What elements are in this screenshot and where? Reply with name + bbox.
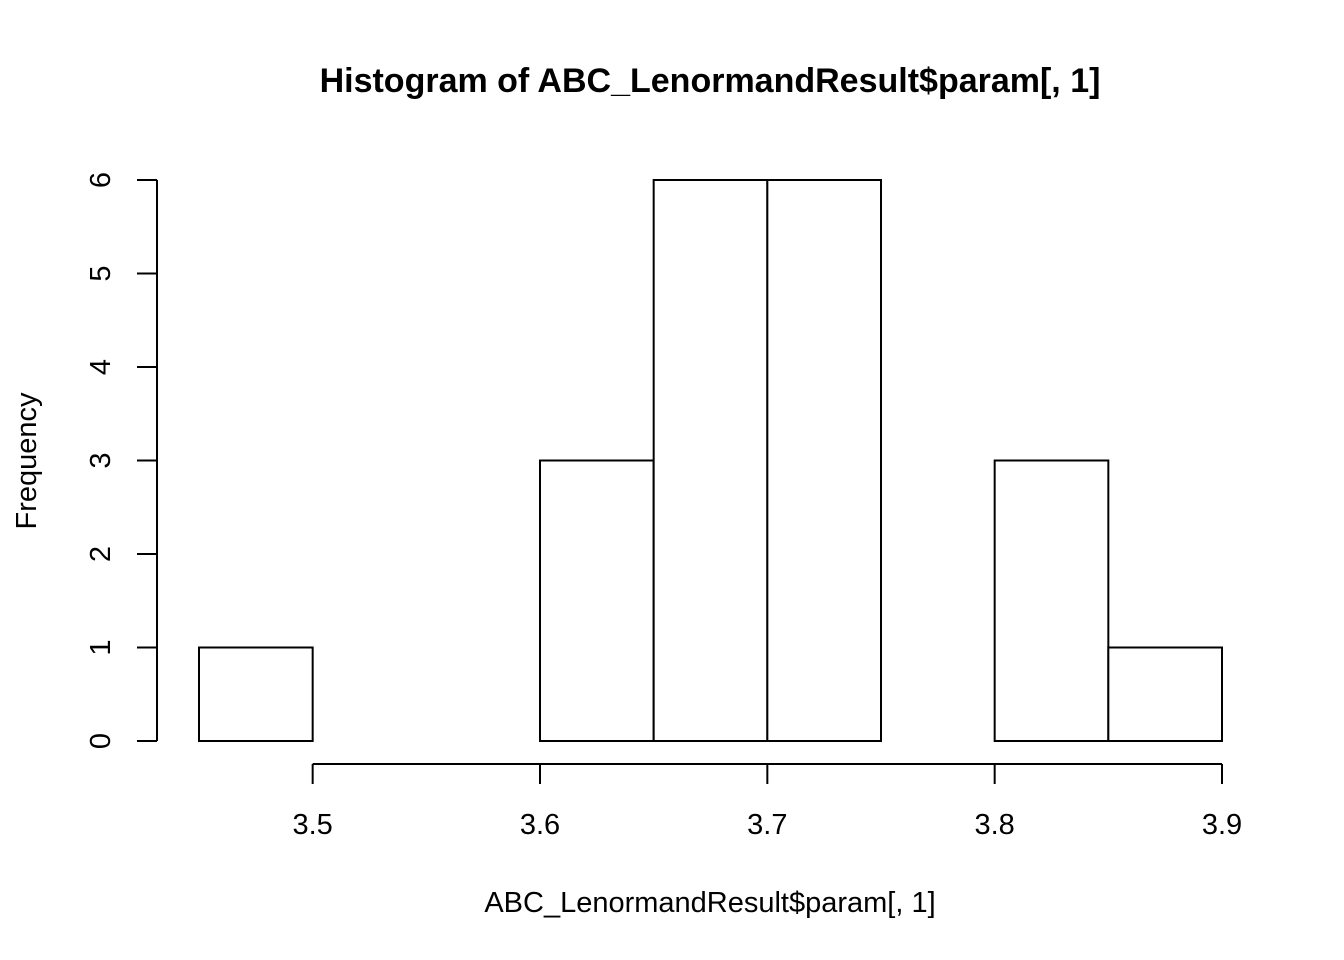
histogram-bar bbox=[993, 459, 1110, 742]
histogram-bar bbox=[766, 179, 882, 742]
y-tick-label: 6 bbox=[85, 172, 117, 188]
histogram-bar bbox=[539, 459, 655, 742]
chart-title: Histogram of ABC_LenormandResult$param[,… bbox=[320, 62, 1101, 100]
histogram-bar bbox=[652, 179, 769, 742]
histogram-bar bbox=[198, 646, 314, 742]
x-tick-label: 3.8 bbox=[975, 809, 1015, 841]
y-tick-label: 4 bbox=[85, 359, 117, 375]
x-tick-label: 3.5 bbox=[293, 809, 333, 841]
histogram-bars bbox=[198, 179, 1224, 742]
x-tick-label: 3.9 bbox=[1202, 809, 1242, 841]
x-axis: 3.5 3.6 3.7 3.8 3.9 bbox=[293, 763, 1242, 841]
histogram-bar bbox=[1107, 646, 1224, 742]
y-tick-label: 1 bbox=[85, 639, 117, 655]
y-tick-label: 3 bbox=[85, 452, 117, 468]
y-axis: 0 1 2 3 4 5 6 bbox=[85, 172, 158, 749]
y-tick-label: 5 bbox=[85, 265, 117, 281]
x-axis-label: ABC_LenormandResult$param[, 1] bbox=[484, 887, 935, 919]
x-tick-label: 3.6 bbox=[520, 809, 560, 841]
x-tick-label: 3.7 bbox=[747, 809, 787, 841]
y-tick-label: 0 bbox=[85, 733, 117, 749]
y-axis-label: Frequency bbox=[11, 392, 43, 530]
y-tick-label: 2 bbox=[85, 546, 117, 562]
